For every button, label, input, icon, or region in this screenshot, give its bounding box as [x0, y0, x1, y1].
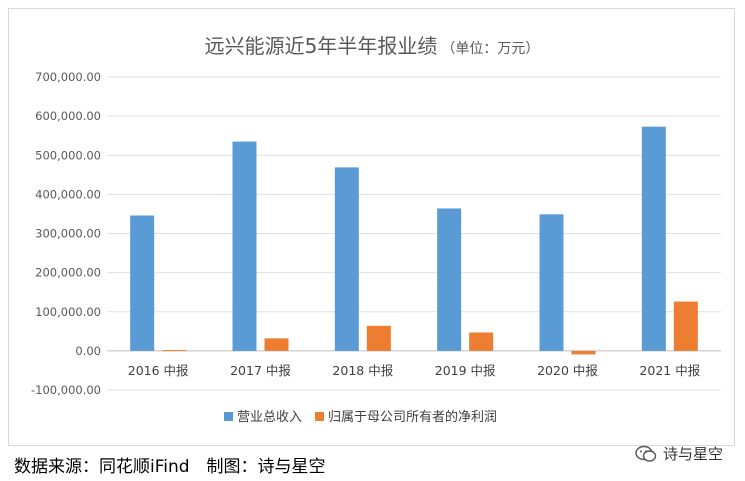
x-tick-label: 2021 中报: [639, 363, 700, 378]
y-tick-label: -100,000.00: [31, 383, 101, 397]
y-tick-label: 500,000.00: [35, 148, 101, 162]
bar-net-profit: [469, 332, 494, 351]
legend-label: 营业总收入: [237, 410, 302, 425]
x-tick-label: 2017 中报: [230, 363, 291, 378]
bar-net-profit: [366, 325, 391, 351]
y-tick-label: 300,000.00: [35, 227, 101, 241]
bar-revenue: [232, 141, 257, 351]
chart-title-unit: （单位：万元）: [441, 41, 539, 57]
bar-net-profit: [264, 338, 289, 351]
chart-frame: 远兴能源近5年半年报业绩 （单位：万元） -100,000.00 0.00 100,00…: [8, 8, 735, 446]
bar-chart: 远兴能源近5年半年报业绩 （单位：万元） -100,000.00 0.00 100,00…: [31, 34, 721, 425]
data-source-note: 数据来源：同花顺iFind 制图：诗与星空: [14, 457, 326, 477]
bar-revenue: [539, 214, 564, 351]
y-tick-label: 0.00: [75, 344, 101, 358]
x-tick-label: 2018 中报: [332, 363, 393, 378]
x-tick-label: 2020 中报: [537, 363, 598, 378]
y-tick-label: 100,000.00: [35, 305, 101, 319]
bar-revenue: [334, 167, 359, 351]
bar-revenue: [130, 215, 155, 351]
y-tick-label: 200,000.00: [35, 266, 101, 280]
legend-swatch: [315, 412, 324, 421]
legend-swatch: [224, 412, 233, 421]
wechat-icon: [635, 445, 657, 462]
bar-revenue: [437, 208, 462, 351]
bar-net-profit: [673, 301, 698, 351]
bar-net-profit: [162, 350, 187, 352]
y-tick-label: 400,000.00: [35, 187, 101, 201]
bar-net-profit: [571, 350, 596, 355]
x-tick-label: 2016 中报: [128, 363, 189, 378]
chart-title: 远兴能源近5年半年报业绩 （单位：万元）: [205, 34, 540, 58]
legend-label: 归属于母公司所有者的净利润: [328, 409, 497, 425]
watermark: 诗与星空: [635, 443, 723, 464]
watermark-text: 诗与星空: [662, 445, 723, 463]
x-tick-label: 2019 中报: [435, 363, 496, 378]
bar-revenue: [641, 126, 666, 351]
chart-title-main: 远兴能源近5年半年报业绩: [205, 34, 438, 58]
y-tick-label: 600,000.00: [35, 109, 101, 123]
y-tick-label: 700,000.00: [35, 70, 101, 84]
